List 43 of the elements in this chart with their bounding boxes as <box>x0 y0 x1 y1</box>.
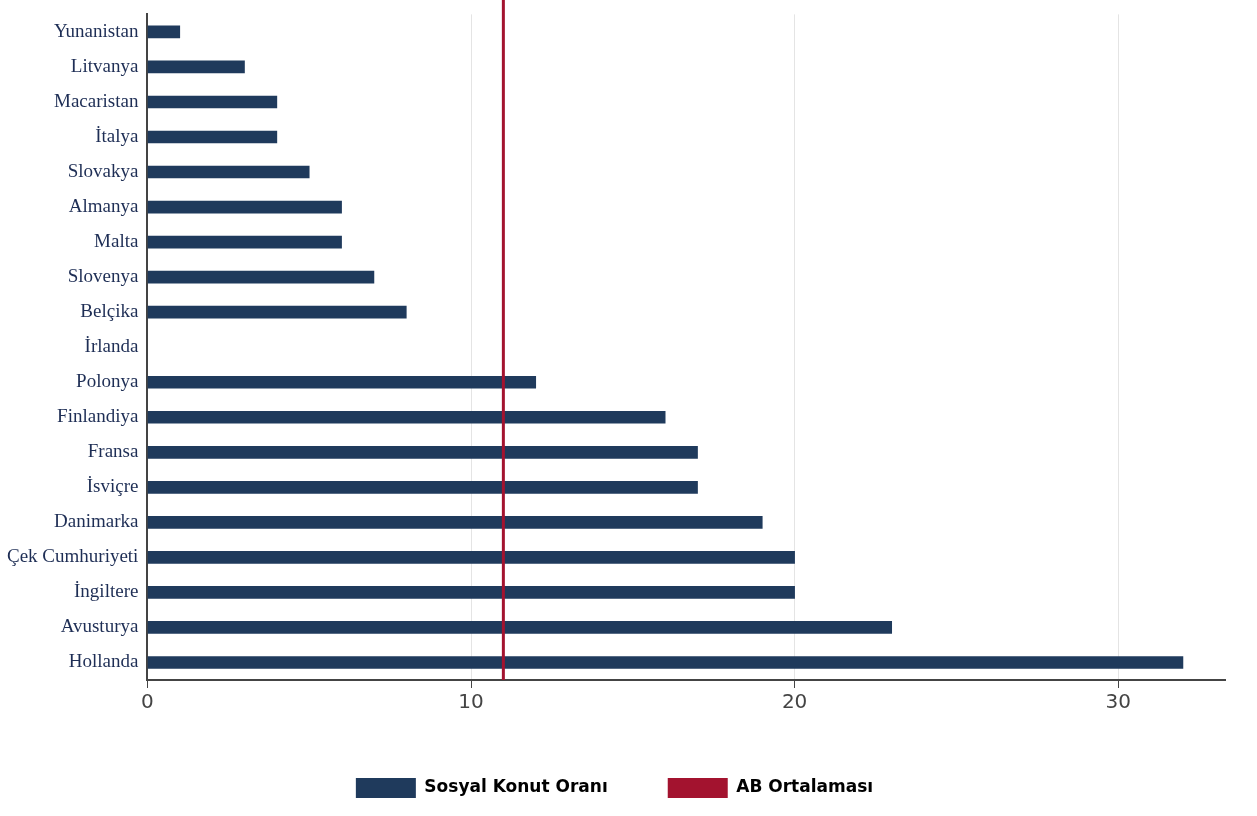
bar <box>147 445 698 459</box>
y-tick-label: Hollanda <box>68 650 139 672</box>
y-tick-label: Malta <box>94 230 139 252</box>
bar <box>147 551 795 564</box>
bar <box>147 60 245 74</box>
bar <box>147 165 310 179</box>
x-tick-label: 20 <box>781 689 808 714</box>
y-tick-label: Finlandiya <box>57 405 139 427</box>
legend-label: AB Ortalaması <box>736 776 874 797</box>
y-tick-label: Avusturya <box>60 615 139 637</box>
bar <box>147 375 537 389</box>
legend-label: Sosyal Konut Oranı <box>424 776 608 797</box>
bar <box>147 656 1184 669</box>
y-tick-label: İtalya <box>95 124 139 146</box>
bar <box>147 481 698 494</box>
bar <box>147 200 342 214</box>
y-tick-label: Yunanistan <box>53 19 139 41</box>
bar <box>147 621 893 634</box>
bar <box>147 235 342 249</box>
y-tick-label: Polonya <box>76 370 139 392</box>
x-tick-label: 0 <box>141 689 154 714</box>
bar <box>147 130 278 144</box>
y-tick-label: Belçika <box>80 300 139 322</box>
bar <box>147 410 666 424</box>
y-tick-label: İrlanda <box>84 335 139 357</box>
y-tick-label: Danimarka <box>54 510 139 532</box>
bar <box>147 270 375 284</box>
bar <box>147 586 795 599</box>
x-tick-label: 10 <box>458 689 484 714</box>
y-tick-label: İngiltere <box>74 580 139 602</box>
y-tick-label: Fransa <box>87 440 139 462</box>
bar <box>147 95 278 109</box>
bar <box>147 516 763 529</box>
y-tick-label: Çek Cumhuriyeti <box>7 545 139 567</box>
y-tick-label: İsviçre <box>86 475 139 497</box>
y-tick-label: Macaristan <box>54 89 139 111</box>
bar <box>147 25 181 39</box>
x-tick-label: 30 <box>1105 689 1131 714</box>
y-tick-label: Litvanya <box>70 54 139 76</box>
y-tick-label: Almanya <box>68 195 139 217</box>
bar <box>147 305 407 319</box>
y-tick-label: Slovenya <box>67 265 139 287</box>
y-tick-label: Slovakya <box>67 160 139 182</box>
